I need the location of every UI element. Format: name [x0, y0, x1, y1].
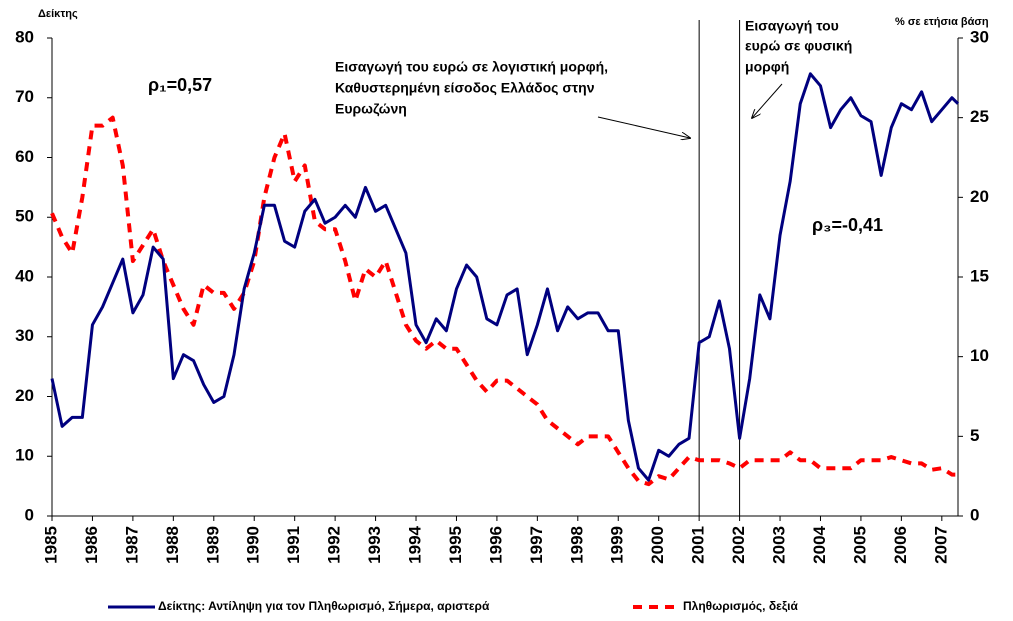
annotation: Εισαγωγή του ευρώ σε λογιστική μορφή,: [335, 59, 608, 75]
x-tick-label: 1993: [365, 526, 384, 564]
x-tick-label: 2002: [729, 526, 748, 564]
annotation: Καθυστερημένη είσοδος Ελλάδος στην: [335, 80, 595, 96]
x-tick-label: 2001: [689, 526, 708, 564]
x-tick-label: 2004: [810, 525, 829, 563]
x-tick-label: 2007: [931, 526, 950, 564]
x-tick-label: 1994: [406, 525, 425, 563]
annotation: μορφή: [745, 59, 789, 75]
y-tick-label: 0: [25, 505, 34, 524]
x-tick-label: 2006: [891, 526, 910, 564]
x-tick-label: 1997: [527, 526, 546, 564]
x-tick-label: 1992: [325, 526, 344, 564]
x-tick-label: 1985: [41, 526, 60, 564]
data-line: [50, 72, 960, 482]
y2-tick-label: 5: [970, 426, 979, 445]
y2-tick-label: 25: [970, 107, 989, 126]
y-tick-label: 20: [15, 386, 34, 405]
legend-label: Δείκτης: Αντίληψη για τον Πληθωρισμό, Σή…: [158, 599, 490, 613]
y2-tick-label: 10: [970, 346, 989, 365]
y-tick-label: 30: [15, 326, 34, 345]
x-tick-label: 1986: [82, 526, 101, 564]
x-tick-label: 1990: [244, 526, 263, 564]
data-line: [50, 115, 958, 487]
annotation: ευρώ σε φυσική: [745, 38, 852, 54]
y2-tick-label: 30: [970, 27, 989, 46]
y2-axis-label: % σε ετήσια βάση: [895, 16, 989, 28]
y-tick-label: 60: [15, 147, 34, 166]
arrow: [597, 116, 690, 138]
x-tick-label: 2005: [850, 526, 869, 564]
annotation: Εισαγωγή του: [745, 18, 839, 34]
x-tick-label: 2000: [648, 526, 667, 564]
y-tick-label: 70: [15, 87, 34, 106]
annotation: Ευρωζώνη: [335, 101, 407, 117]
annotation: ρ₁=0,57: [148, 75, 212, 95]
y-tick-label: 80: [15, 27, 34, 46]
y-tick-label: 50: [15, 207, 34, 226]
y2-tick-label: 15: [970, 266, 989, 285]
x-tick-label: 2003: [770, 526, 789, 564]
legend-label: Πληθωρισμός, δεξιά: [683, 599, 798, 613]
x-tick-label: 1989: [203, 526, 222, 564]
y-axis-label: Δείκτης: [38, 8, 78, 20]
x-tick-label: 1996: [486, 526, 505, 564]
x-tick-label: 1999: [608, 526, 627, 564]
y2-tick-label: 0: [970, 505, 979, 524]
y-tick-label: 40: [15, 266, 34, 285]
annotation: ρ₃=-0,41: [812, 215, 883, 235]
x-tick-label: 1998: [567, 526, 586, 564]
x-tick-label: 1991: [284, 526, 303, 564]
y2-tick-label: 20: [970, 187, 989, 206]
x-tick-label: 1988: [163, 526, 182, 564]
x-tick-label: 1995: [446, 526, 465, 564]
arrow: [752, 83, 783, 118]
y-tick-label: 10: [15, 446, 34, 465]
x-tick-label: 1987: [122, 526, 141, 564]
